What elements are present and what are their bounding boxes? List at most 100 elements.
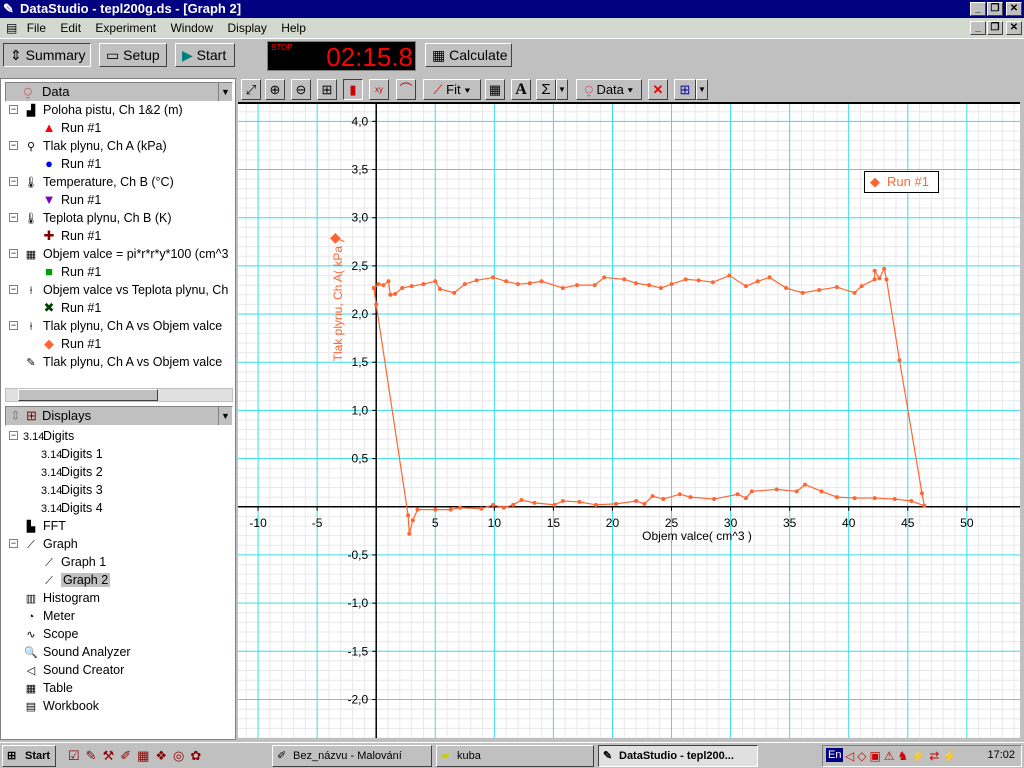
legend[interactable]: ◆ Run #1 xyxy=(864,171,939,193)
collapse-toggle[interactable]: − xyxy=(9,538,18,548)
close-button[interactable]: ✕ xyxy=(1006,2,1022,16)
display-item[interactable]: 3.14Digits 4 xyxy=(41,499,103,517)
start-button[interactable]: ▶ Start xyxy=(175,43,235,67)
collapse-toggle[interactable]: − xyxy=(9,140,18,150)
run-item[interactable]: ◆ Run #1 xyxy=(41,335,101,353)
quick-launch-icons[interactable]: ☑✎⚒✐▦❖◎✿ xyxy=(68,748,208,763)
title-bar: ✎ DataStudio - tepl200g.ds - [Graph 2] _… xyxy=(0,0,1024,18)
x-tick-label: 20 xyxy=(606,516,620,530)
slope-tool-button[interactable]: ⌒ xyxy=(396,79,416,100)
data-source-item[interactable]: ⚲ Tlak plynu, Ch A (kPa) xyxy=(23,137,167,155)
data-point xyxy=(852,290,857,295)
run-item[interactable]: ▲ Run #1 xyxy=(41,119,102,137)
task-datastudio[interactable]: ✎ DataStudio - tepl200... xyxy=(598,745,758,767)
menu-help[interactable]: Help xyxy=(281,21,306,35)
display-item[interactable]: ◁ Sound Creator xyxy=(23,661,125,679)
chevron-down-icon[interactable]: ▼ xyxy=(218,407,232,425)
display-item[interactable]: 3.14Digits 2 xyxy=(41,463,103,481)
data-point xyxy=(504,279,509,284)
display-item[interactable]: ◔ Meter xyxy=(23,607,75,625)
collapse-toggle[interactable]: − xyxy=(9,284,18,294)
graph-settings-button[interactable]: ⊞ xyxy=(674,79,696,100)
collapse-toggle[interactable]: − xyxy=(9,320,18,330)
display-item[interactable]: 3.14Digits 3 xyxy=(41,481,103,499)
scroll-thumb[interactable] xyxy=(18,389,158,401)
text-tool-button[interactable]: A xyxy=(511,79,531,100)
data-point xyxy=(433,507,438,512)
series-marker-diamond-icon[interactable]: ◆ xyxy=(330,229,341,245)
menu-window[interactable]: Window xyxy=(170,21,214,35)
collapse-toggle[interactable]: − xyxy=(9,212,18,222)
run-item[interactable]: ▼ Run #1 xyxy=(41,191,102,209)
display-item[interactable]: ▥ Histogram xyxy=(23,589,100,607)
collapse-toggle[interactable]: − xyxy=(9,430,18,440)
setup-button[interactable]: ▭ Setup xyxy=(99,43,167,67)
task-kuba[interactable]: ▰ kuba xyxy=(436,745,594,767)
run-item[interactable]: ■ Run #1 xyxy=(41,263,101,281)
data-point xyxy=(593,502,598,507)
document-icon[interactable]: ▤ xyxy=(6,21,18,35)
menu-edit[interactable]: Edit xyxy=(60,21,82,35)
display-item[interactable]: ▦ Table xyxy=(23,679,73,697)
graph-plot[interactable]: -10 -5 5 10 15 20 25 30 35 40 45 50 4,0 3,5 3,0 2,5 2,0 1… xyxy=(238,104,1020,738)
data-source-label: Teplota plynu, Ch B (K) xyxy=(43,211,172,225)
zoom-select-button[interactable]: ⊞ xyxy=(317,79,337,100)
displays-header[interactable]: ⇕ ⊞ Displays ▼ xyxy=(5,406,233,426)
data-source-item[interactable]: 🌡 Teplota plynu, Ch B (K) xyxy=(23,209,172,227)
data-header[interactable]: ⍜ Data ▼ xyxy=(5,82,233,102)
y-axis-label[interactable]: Tlak plynu, Ch A( kPa ) xyxy=(331,238,345,362)
run-item[interactable]: ✚ Run #1 xyxy=(41,227,102,245)
display-item[interactable]: ⟋ Graph 1 xyxy=(41,553,106,571)
y-tick-label: 4,0 xyxy=(352,114,369,128)
calculator-button[interactable]: ▦ xyxy=(485,79,505,100)
data-dropdown[interactable]: ⍜ Data ▾ xyxy=(576,79,642,100)
display-item[interactable]: ▙ FFT xyxy=(23,517,66,535)
calculate-button[interactable]: ▦ Calculate xyxy=(425,43,512,67)
display-item[interactable]: ⟋ Graph 2 xyxy=(41,571,111,589)
x-axis-label[interactable]: Objem valce( cm^3 ) xyxy=(642,529,752,543)
doc-restore-button[interactable]: ❐ xyxy=(987,21,1003,35)
display-item[interactable]: 3.14Digits xyxy=(23,427,74,445)
restore-button[interactable]: ❐ xyxy=(987,2,1003,16)
statistics-dropdown[interactable]: ▼ xyxy=(556,79,568,100)
graph-area[interactable]: -10 -5 5 10 15 20 25 30 35 40 45 50 4,0 3,5 3,0 2,5 2,0 1… xyxy=(238,102,1020,738)
chevron-down-icon[interactable]: ▼ xyxy=(218,83,232,101)
scale-to-fit-button[interactable]: ⤢ xyxy=(241,79,261,100)
data-source-item[interactable]: ✎ Tlak plynu, Ch A vs Objem valce xyxy=(23,353,222,371)
start-button-taskbar[interactable]: ⊞ Start xyxy=(2,745,56,767)
run-item[interactable]: ✖ Run #1 xyxy=(41,299,102,317)
display-item[interactable]: 3.14Digits 1 xyxy=(41,445,103,463)
collapse-toggle[interactable]: − xyxy=(9,248,18,258)
display-item[interactable]: 🔍 Sound Analyzer xyxy=(23,643,130,661)
zoom-in-button[interactable]: ⊕ xyxy=(265,79,285,100)
collapse-toggle[interactable]: − xyxy=(9,104,18,114)
task-paint[interactable]: ✐ Bez_názvu - Malování xyxy=(272,745,432,767)
doc-minimize-button[interactable]: _ xyxy=(970,21,986,35)
display-item[interactable]: ▤ Workbook xyxy=(23,697,99,715)
fit-dropdown[interactable]: ⟋ Fit ▾ xyxy=(423,79,481,100)
menu-display[interactable]: Display xyxy=(227,21,267,35)
data-source-item[interactable]: ▦ Objem valce = pi*r*r*y*100 (cm^3 xyxy=(23,245,229,263)
data-source-item[interactable]: ⍿ Objem valce vs Teplota plynu, Ch xyxy=(23,281,229,299)
run-item[interactable]: ● Run #1 xyxy=(41,155,101,173)
horizontal-scrollbar[interactable] xyxy=(5,388,233,402)
data-source-item[interactable]: ▟ Poloha pistu, Ch 1&2 (m) xyxy=(23,101,183,119)
zoom-out-button[interactable]: ⊖ xyxy=(291,79,311,100)
smart-tool-button[interactable]: xy xyxy=(369,79,389,100)
minimize-button[interactable]: _ xyxy=(970,2,986,16)
menu-file[interactable]: File xyxy=(26,21,47,35)
menu-experiment[interactable]: Experiment xyxy=(95,21,157,35)
lock-button[interactable]: ▮ xyxy=(343,79,363,100)
data-source-item[interactable]: ⍿ Tlak plynu, Ch A vs Objem valce xyxy=(23,317,223,335)
collapse-toggle[interactable]: − xyxy=(9,176,18,186)
data-source-item[interactable]: 🌡 Temperature, Ch B (°C) xyxy=(23,173,174,191)
doc-close-button[interactable]: ✕ xyxy=(1006,21,1022,35)
tray-icons[interactable]: ◁◇▣⚠♞⚡⇄⚡ xyxy=(845,749,961,763)
graph-settings-dropdown[interactable]: ▼ xyxy=(696,79,708,100)
summary-button[interactable]: ⇕ Summary xyxy=(3,43,91,67)
delete-button[interactable]: ✕ xyxy=(648,79,668,100)
display-item[interactable]: ∿ Scope xyxy=(23,625,78,643)
language-indicator[interactable]: En xyxy=(826,748,844,762)
display-item[interactable]: ⟋ Graph xyxy=(23,535,78,553)
statistics-button[interactable]: Σ xyxy=(536,79,556,100)
